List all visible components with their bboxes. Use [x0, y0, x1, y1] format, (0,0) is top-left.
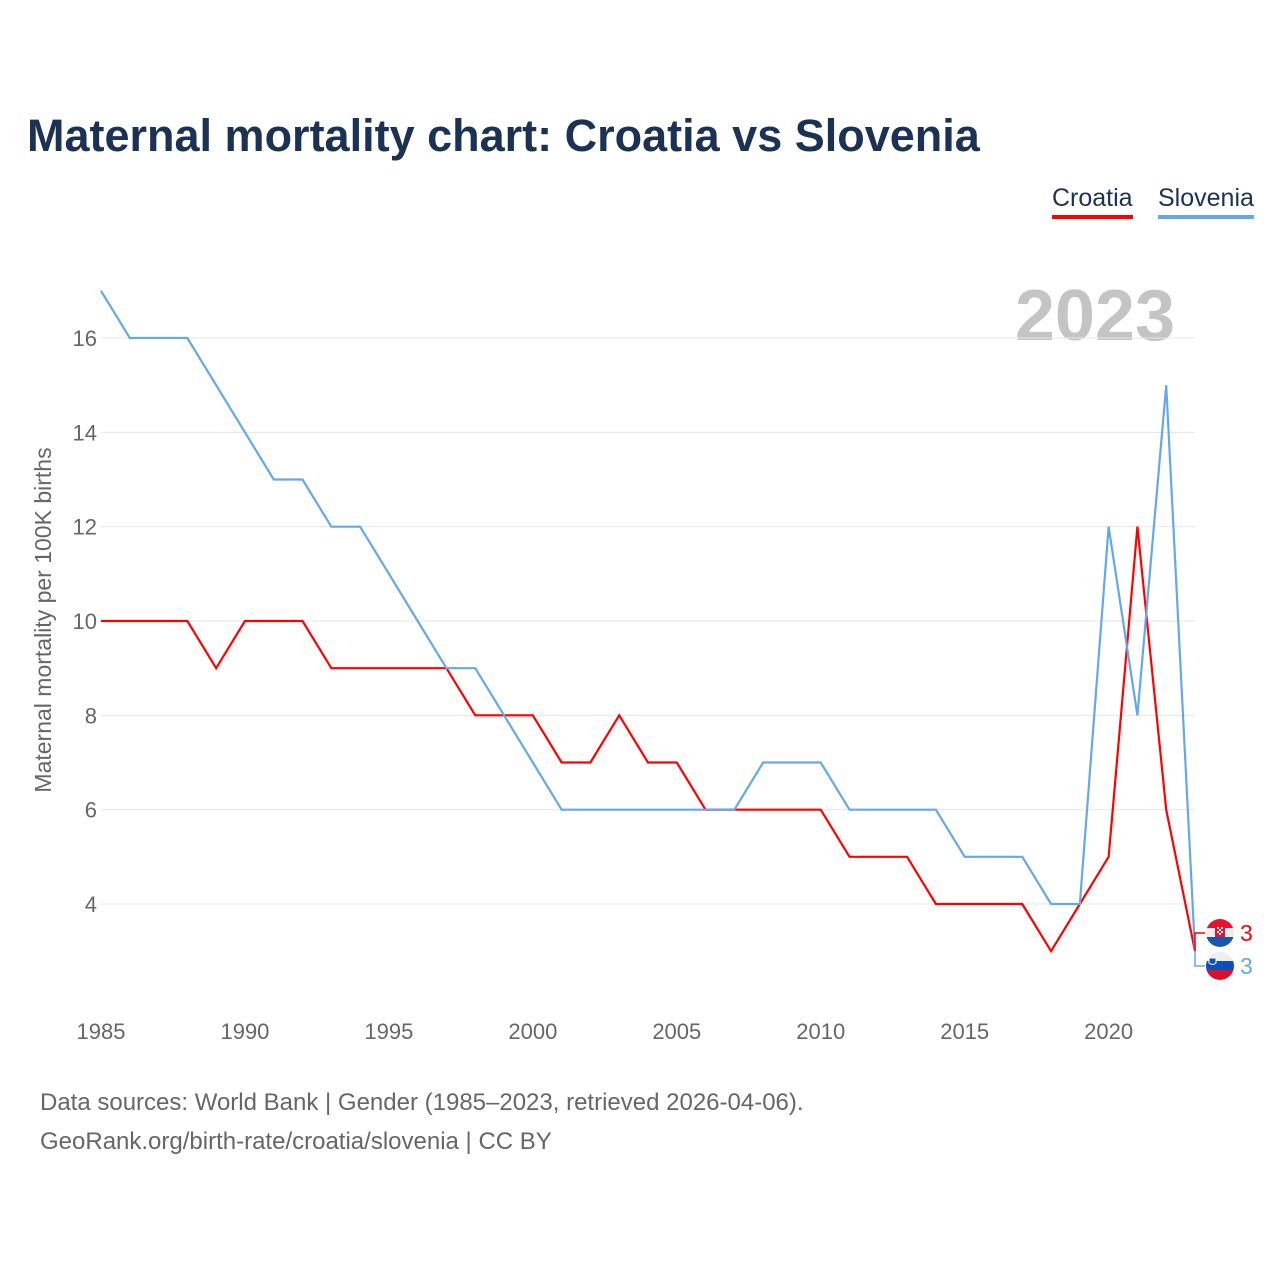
- x-tick-label: 1995: [364, 1019, 413, 1044]
- x-tick-label: 1990: [220, 1019, 269, 1044]
- end-value-slovenia: 3: [1240, 953, 1253, 979]
- connector-croatia: [1194, 932, 1205, 952]
- legend-slovenia[interactable]: Slovenia: [1158, 184, 1254, 219]
- chart-title: Maternal mortality chart: Croatia vs Slo…: [27, 110, 980, 161]
- y-tick-label: 8: [85, 703, 97, 728]
- slovenia-flag-icon: [1206, 952, 1234, 980]
- y-tick-label: 10: [73, 609, 97, 634]
- y-tick-label: 4: [85, 892, 97, 917]
- x-tick-label: 2015: [940, 1019, 989, 1044]
- y-tick-label: 12: [73, 515, 97, 540]
- y-tick-label: 14: [73, 420, 97, 445]
- croatia-flag-icon: [1206, 919, 1234, 947]
- attribution-text: GeoRank.org/birth-rate/croatia/slovenia …: [40, 1128, 552, 1155]
- end-value-croatia: 3: [1240, 920, 1253, 946]
- series-line-croatia: [101, 526, 1197, 954]
- x-tick-label: 2005: [652, 1019, 701, 1044]
- connector-slovenia: [1194, 951, 1205, 967]
- y-tick-label: 16: [73, 326, 97, 351]
- x-tick-label: 2000: [508, 1019, 557, 1044]
- x-tick-label: 1985: [77, 1019, 126, 1044]
- x-tick-label: 2020: [1084, 1019, 1133, 1044]
- y-tick-label: 6: [85, 798, 97, 823]
- series-line-slovenia: [100, 290, 1197, 952]
- y-axis-label: Maternal mortality per 100K births: [30, 447, 56, 792]
- source-text: Data sources: World Bank | Gender (1985–…: [40, 1089, 804, 1116]
- year-watermark: 2023: [1015, 276, 1175, 356]
- x-tick-label: 2010: [796, 1019, 845, 1044]
- legend-croatia[interactable]: Croatia: [1052, 184, 1133, 219]
